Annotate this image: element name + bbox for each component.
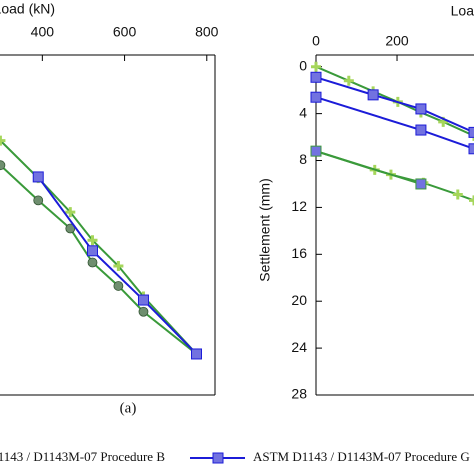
series-line (37, 176, 198, 355)
marker (191, 348, 203, 360)
marker (138, 306, 149, 317)
series-line (0, 164, 198, 355)
series-line (0, 139, 198, 355)
y-tick-label: 12 (291, 198, 307, 214)
marker (310, 145, 322, 157)
annotation: (a) (120, 400, 137, 416)
marker (310, 71, 322, 83)
marker (468, 143, 474, 155)
x-tick-label: 400 (31, 24, 55, 40)
series-line (315, 150, 422, 185)
axis-frame (0, 54, 216, 396)
legend-label: ASTM D1143 / D1143M-07 Procedure G (253, 449, 470, 464)
y-tick-label: 0 (299, 57, 307, 73)
marker (33, 195, 44, 206)
y-tick-label: 28 (291, 386, 307, 402)
x-tick-label: 800 (195, 24, 219, 40)
marker (468, 126, 474, 138)
marker (311, 61, 321, 72)
marker (87, 257, 98, 268)
marker (65, 207, 76, 218)
y-tick-label: 24 (291, 339, 307, 355)
marker (310, 91, 322, 103)
marker (452, 189, 463, 200)
x-tick-label: 200 (385, 33, 409, 49)
marker (32, 171, 44, 183)
x-axis-label: Loa (451, 3, 474, 19)
legend-marker (212, 452, 224, 464)
marker (469, 195, 474, 206)
y-tick-label: 8 (299, 151, 307, 167)
marker (86, 245, 98, 257)
y-tick-label: 20 (291, 292, 307, 308)
y-tick-label: 16 (291, 245, 307, 261)
marker (415, 124, 427, 136)
legend-label: 1143 / D1143M-07 Procedure B (0, 449, 165, 464)
marker (343, 75, 354, 86)
y-axis-label: Settlement (mm) (257, 178, 273, 281)
marker (415, 103, 427, 115)
marker (0, 135, 6, 146)
marker (65, 223, 76, 234)
x-tick-label: 0 (312, 33, 320, 49)
marker (137, 294, 149, 306)
marker (415, 178, 427, 190)
axis-frame (315, 54, 474, 396)
marker (113, 261, 124, 272)
marker (113, 281, 124, 291)
marker (367, 89, 379, 101)
marker (0, 160, 6, 171)
marker (87, 235, 98, 246)
x-tick-label: 600 (113, 24, 137, 40)
x-axis-label: Load (kN) (0, 1, 55, 17)
y-tick-label: 4 (299, 104, 307, 120)
series-line (315, 76, 474, 134)
